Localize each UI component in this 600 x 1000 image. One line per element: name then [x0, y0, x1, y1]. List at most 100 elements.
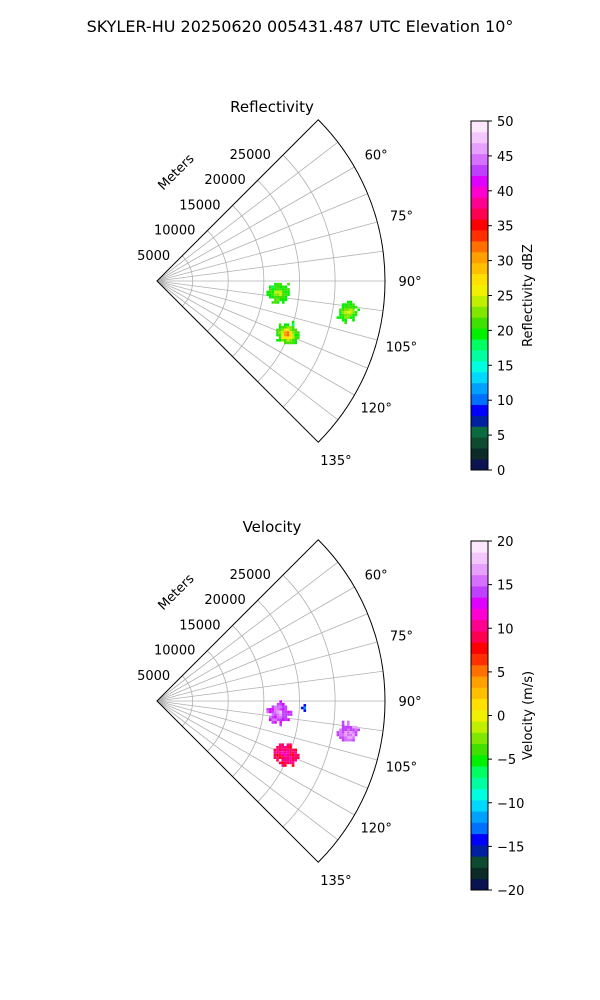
- echo-pixel: [271, 285, 275, 289]
- echo-pixel: [344, 321, 347, 325]
- echo-pixel: [344, 308, 347, 312]
- echo-pixel: [284, 341, 287, 345]
- echo-pixel: [286, 756, 290, 759]
- echo-pixel: [287, 293, 290, 296]
- echo-pixel: [286, 336, 290, 339]
- colorbar-segment: [471, 631, 488, 643]
- echo-pixel: [286, 326, 290, 329]
- colorbar-label: Reflectivity dBZ: [521, 244, 536, 347]
- colorbar-tick-label: 10: [497, 622, 514, 637]
- echo-pixel: [286, 751, 290, 754]
- echo-pixel: [291, 764, 295, 767]
- echo-pixel: [284, 288, 288, 291]
- echo-pixel: [276, 705, 280, 709]
- velocity-title: Velocity: [243, 518, 302, 536]
- echo-pixel: [287, 713, 290, 716]
- echo-pixel: [279, 723, 282, 727]
- figure-title: SKYLER-HU 20250620 005431.487 UTC Elevat…: [87, 17, 514, 36]
- azimuth-spoke: [156, 700, 355, 816]
- echo-pixel: [271, 713, 275, 716]
- echo-cell: [300, 704, 307, 712]
- echo-pixel: [347, 316, 350, 319]
- echo-cell: [266, 700, 293, 727]
- sector-outline: [156, 119, 386, 443]
- echo-pixel: [341, 733, 345, 737]
- echo-pixel: [281, 753, 284, 757]
- radial-tick-label: 10000: [154, 224, 195, 239]
- echo-pixel: [347, 731, 350, 734]
- azimuth-tick-label: 105°: [386, 761, 417, 776]
- azimuth-spoke: [156, 166, 355, 282]
- echo-pixel: [274, 301, 277, 304]
- echo-pixel: [282, 285, 285, 289]
- echo-pixel: [269, 288, 272, 291]
- colorbar-segment: [471, 404, 488, 416]
- echo-pixel: [279, 290, 282, 294]
- echo-pixel: [289, 713, 293, 716]
- colorbar-segment: [471, 339, 488, 351]
- echo-pixel: [282, 710, 285, 714]
- echo-pixel: [354, 731, 358, 734]
- azimuth-spoke: [156, 280, 368, 369]
- echo-pixel: [289, 748, 292, 752]
- echo-pixel: [281, 339, 284, 342]
- echo-pixel: [294, 759, 297, 762]
- echo-pixel: [278, 323, 282, 326]
- echo-layer: [266, 700, 360, 767]
- echo-pixel: [354, 305, 358, 309]
- azimuth-tick-label: 90°: [399, 695, 422, 710]
- echo-pixel: [279, 710, 282, 714]
- echo-pixel: [274, 285, 277, 289]
- colorbar-tick-label: 20: [497, 535, 514, 550]
- colorbar-tick-label: 50: [497, 115, 514, 130]
- echo-pixel: [284, 756, 287, 759]
- echo-pixel: [276, 331, 279, 334]
- echo-pixel: [352, 731, 355, 734]
- echo-pixel: [281, 333, 284, 337]
- echo-pixel: [349, 303, 353, 306]
- echo-pixel: [279, 285, 282, 289]
- colorbar-segment: [471, 251, 488, 264]
- echo-pixel: [276, 301, 280, 304]
- colorbar-label: Velocity (m/s): [521, 671, 536, 760]
- echo-pixel: [294, 751, 297, 754]
- echo-pixel: [276, 718, 280, 722]
- echo-pixel: [281, 759, 284, 762]
- echo-pixel: [282, 718, 285, 722]
- azimuth-spoke: [156, 586, 355, 702]
- echo-pixel: [341, 738, 345, 742]
- colorbar-tick-label: 25: [497, 290, 514, 305]
- colorbar-segment: [471, 822, 488, 835]
- echo-pixel: [352, 318, 355, 322]
- colorbar-tick-label: 20: [497, 324, 514, 339]
- reflectivity-title: Reflectivity: [230, 98, 314, 116]
- echo-pixel: [286, 743, 290, 746]
- echo-pixel: [349, 300, 353, 304]
- echo-pixel: [289, 336, 292, 339]
- colorbar-segment: [471, 153, 488, 166]
- azimuth-spoke: [156, 193, 368, 282]
- echo-pixel: [303, 706, 307, 710]
- colorbar-segment: [471, 586, 488, 598]
- colorbar-segment: [471, 371, 488, 384]
- echo-pixel: [274, 713, 277, 716]
- sector-outline: [156, 539, 386, 863]
- colorbar-segment: [471, 175, 488, 187]
- echo-pixel: [271, 288, 275, 291]
- echo-pixel: [289, 333, 292, 337]
- echo-pixel: [291, 751, 295, 754]
- radial-tick-label: 5000: [137, 669, 170, 684]
- colorbar-segment: [471, 284, 488, 296]
- echo-pixel: [344, 738, 347, 742]
- echo-pixel: [344, 303, 347, 306]
- echo-pixel: [271, 290, 275, 294]
- echo-pixel: [281, 764, 284, 767]
- azimuth-spoke: [156, 613, 368, 702]
- colorbar-segment: [471, 754, 488, 767]
- echo-pixel: [274, 718, 277, 722]
- echo-pixel: [274, 293, 277, 296]
- colorbar-segment: [471, 732, 488, 745]
- colorbar-tick-label: −20: [497, 884, 524, 899]
- echo-pixel: [349, 738, 353, 742]
- echo-pixel: [271, 301, 275, 304]
